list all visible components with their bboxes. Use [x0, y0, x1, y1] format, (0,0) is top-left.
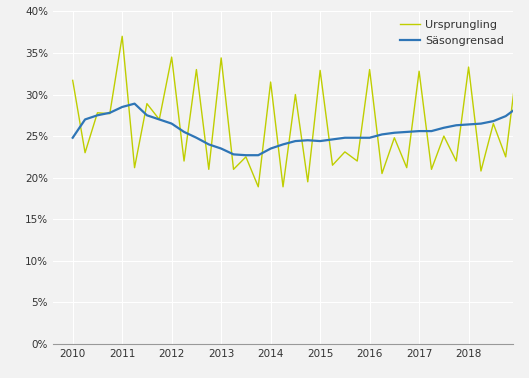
- Ursprungling: [305, 180, 311, 184]
- Ursprungling: [391, 135, 397, 140]
- Ursprungling: [206, 167, 212, 172]
- Ursprungling: [268, 80, 274, 84]
- Säsongrensad: [453, 123, 459, 127]
- Säsongrensad: [404, 130, 410, 134]
- Säsongrensad: [478, 121, 484, 126]
- Säsongrensad: [169, 121, 175, 126]
- Säsongrensad: [379, 132, 385, 137]
- Säsongrensad: [156, 117, 162, 122]
- Säsongrensad: [144, 113, 150, 118]
- Säsongrensad: [428, 129, 435, 133]
- Ursprungling: [490, 121, 497, 126]
- Ursprungling: [478, 169, 484, 173]
- Ursprungling: [330, 163, 336, 167]
- Säsongrensad: [503, 114, 509, 118]
- Ursprungling: [169, 55, 175, 59]
- Säsongrensad: [515, 105, 521, 109]
- Säsongrensad: [416, 129, 422, 133]
- Säsongrensad: [305, 138, 311, 143]
- Säsongrensad: [317, 139, 323, 143]
- Ursprungling: [441, 134, 447, 138]
- Ursprungling: [82, 150, 88, 155]
- Ursprungling: [193, 67, 199, 72]
- Legend: Ursprungling, Säsongrensad: Ursprungling, Säsongrensad: [396, 17, 507, 50]
- Säsongrensad: [255, 153, 261, 158]
- Ursprungling: [292, 92, 298, 97]
- Säsongrensad: [342, 135, 348, 140]
- Säsongrensad: [94, 113, 101, 118]
- Säsongrensad: [107, 110, 113, 115]
- Säsongrensad: [367, 135, 373, 140]
- Line: Säsongrensad: Säsongrensad: [72, 88, 529, 155]
- Ursprungling: [69, 78, 76, 83]
- Line: Ursprungling: Ursprungling: [72, 36, 529, 187]
- Säsongrensad: [292, 139, 298, 143]
- Ursprungling: [218, 56, 224, 60]
- Säsongrensad: [527, 100, 529, 104]
- Ursprungling: [181, 159, 187, 163]
- Säsongrensad: [268, 146, 274, 151]
- Säsongrensad: [206, 142, 212, 147]
- Säsongrensad: [391, 130, 397, 135]
- Ursprungling: [94, 110, 101, 115]
- Ursprungling: [144, 101, 150, 106]
- Ursprungling: [243, 155, 249, 159]
- Ursprungling: [317, 68, 323, 73]
- Säsongrensad: [466, 122, 472, 127]
- Ursprungling: [453, 159, 459, 163]
- Ursprungling: [230, 167, 236, 172]
- Säsongrensad: [69, 135, 76, 140]
- Ursprungling: [107, 112, 113, 116]
- Ursprungling: [428, 167, 435, 172]
- Säsongrensad: [330, 137, 336, 142]
- Säsongrensad: [354, 135, 360, 140]
- Säsongrensad: [243, 153, 249, 158]
- Säsongrensad: [490, 119, 497, 123]
- Säsongrensad: [82, 117, 88, 122]
- Ursprungling: [466, 65, 472, 69]
- Säsongrensad: [441, 125, 447, 130]
- Säsongrensad: [181, 130, 187, 134]
- Ursprungling: [280, 184, 286, 189]
- Ursprungling: [131, 166, 138, 170]
- Ursprungling: [404, 166, 410, 170]
- Ursprungling: [255, 184, 261, 189]
- Ursprungling: [379, 171, 385, 176]
- Säsongrensad: [131, 101, 138, 106]
- Säsongrensad: [218, 146, 224, 151]
- Säsongrensad: [230, 152, 236, 156]
- Ursprungling: [503, 155, 509, 159]
- Ursprungling: [515, 55, 521, 59]
- Ursprungling: [416, 69, 422, 73]
- Ursprungling: [342, 150, 348, 154]
- Säsongrensad: [119, 105, 125, 109]
- Ursprungling: [119, 34, 125, 39]
- Säsongrensad: [193, 135, 199, 140]
- Ursprungling: [156, 117, 162, 122]
- Säsongrensad: [280, 142, 286, 147]
- Ursprungling: [354, 159, 360, 163]
- Ursprungling: [367, 67, 373, 72]
- Ursprungling: [527, 155, 529, 159]
